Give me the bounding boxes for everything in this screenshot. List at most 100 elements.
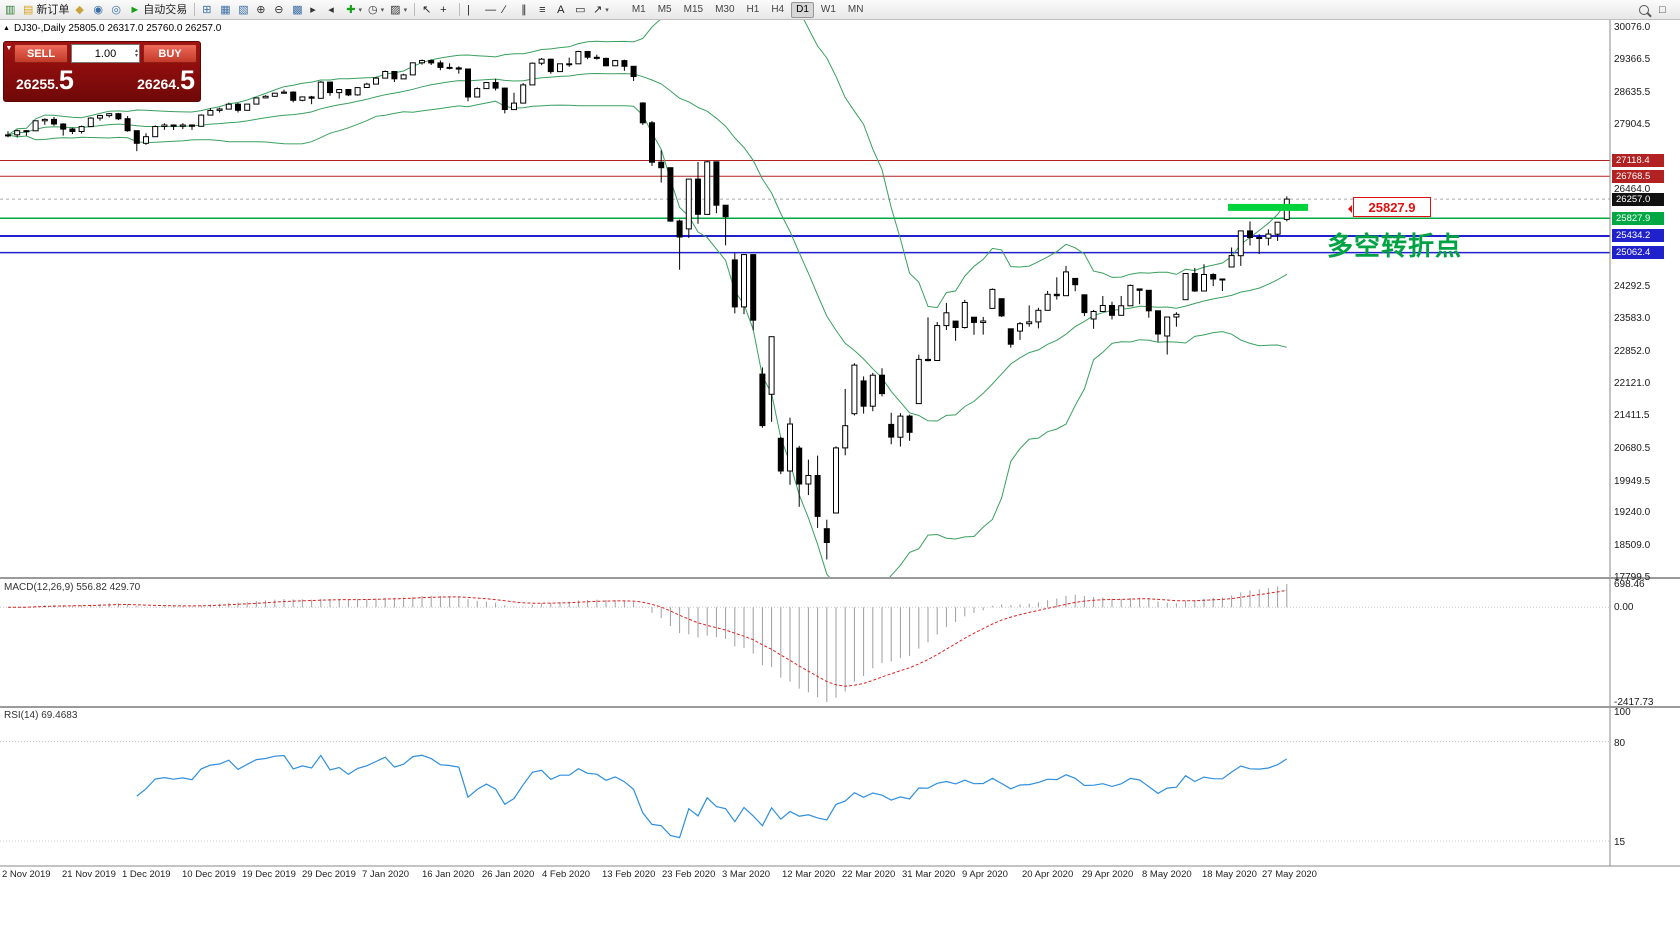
- candle-body: [593, 56, 600, 59]
- main-pane: [0, 20, 1610, 578]
- candlestick-chart-icon[interactable]: ▥: [2, 1, 20, 19]
- volume-input[interactable]: 1.00 ▴ ▾: [71, 44, 140, 63]
- candle-body: [1136, 288, 1143, 291]
- timeframe-m30-button[interactable]: M30: [710, 2, 739, 18]
- price-tick-label: 18509.0: [1614, 540, 1651, 551]
- chart-title-text: DJ30-,Daily 25805.0 26317.0 25760.0 2625…: [13, 23, 222, 34]
- timeframe-toolbar: M1 M5 M15 M30 H1 H4 D1 W1 MN: [626, 1, 870, 19]
- candle-body: [796, 447, 803, 485]
- timeframe-h1-button[interactable]: H1: [742, 2, 765, 18]
- pivot-highlight-segment[interactable]: [1228, 203, 1308, 211]
- time-axis-label: 9 Apr 2020: [962, 869, 1008, 880]
- candle-body: [961, 302, 968, 328]
- timeframe-d1-button[interactable]: D1: [791, 1, 814, 18]
- rsi-label: RSI(14) 69.4683: [4, 710, 78, 721]
- collapse-panel-icon[interactable]: ▼: [5, 45, 13, 52]
- dropdown-caret-icon: ▾: [380, 6, 385, 14]
- candle-body: [253, 97, 260, 105]
- candle-body: [244, 103, 251, 111]
- periods-icon[interactable]: ◷ ▾: [365, 1, 387, 19]
- macd-axis-label: -2417.73: [1614, 697, 1654, 708]
- trendline-icon[interactable]: ∕: [500, 1, 518, 19]
- price-tick-label: 27904.5: [1614, 119, 1651, 130]
- candle-body: [87, 117, 94, 128]
- toolbar-right-group: □: [1636, 1, 1678, 19]
- tile-windows-icon[interactable]: ▦: [217, 1, 235, 19]
- timeframe-mn-button[interactable]: MN: [843, 2, 869, 18]
- candle-body: [529, 62, 536, 86]
- dropdown-caret-icon: ▾: [358, 6, 363, 14]
- new-order-button[interactable]: ▤ 新订单: [20, 1, 72, 19]
- candle-body: [915, 358, 922, 405]
- time-axis-label: 13 Feb 2020: [602, 869, 656, 880]
- auto-scroll-icon[interactable]: ▸: [307, 1, 325, 19]
- auto-scroll-icon: ▸: [310, 3, 316, 16]
- dropdown-caret-icon: ▾: [403, 6, 408, 14]
- candle-body: [1274, 221, 1281, 235]
- candle-body: [511, 102, 517, 111]
- candle-body: [713, 161, 720, 206]
- price-tick-label: 24292.5: [1614, 281, 1651, 292]
- candle-body: [1155, 310, 1161, 335]
- candle-body: [750, 254, 757, 321]
- data-window-icon[interactable]: □: [1656, 1, 1674, 19]
- fibonacci-icon[interactable]: ≡: [536, 1, 554, 19]
- time-axis-label: 23 Feb 2020: [662, 869, 716, 880]
- buy-button[interactable]: BUY: [143, 44, 197, 63]
- sell-button[interactable]: SELL: [14, 44, 68, 63]
- tile-grid-icon[interactable]: ▩: [289, 1, 307, 19]
- equidistant-channel-icon[interactable]: ∥: [518, 1, 536, 19]
- search-symbol-icon[interactable]: [1636, 1, 1654, 19]
- price-tick-label: 30076.0: [1614, 22, 1651, 33]
- rsi-line: [136, 754, 1288, 839]
- macd-label: MACD(12,26,9) 556.82 429.70: [4, 582, 141, 593]
- candle-body: [69, 128, 76, 132]
- new-chart-icon: ⊞: [202, 3, 212, 16]
- arrows-icon[interactable]: ↗ ▾: [590, 1, 612, 19]
- zoom-out-icon[interactable]: ⊖: [271, 1, 289, 19]
- cursor-icon[interactable]: ↖: [419, 1, 437, 19]
- text-icon[interactable]: A: [554, 1, 572, 19]
- candle-body: [106, 113, 113, 117]
- candle-body: [1201, 274, 1207, 292]
- market-watch-icon[interactable]: ◉: [90, 1, 108, 19]
- templates-icon[interactable]: ▨ ▾: [387, 1, 410, 19]
- candle-body: [925, 358, 931, 362]
- horizontal-line-icon[interactable]: ―: [482, 1, 500, 19]
- candle-body: [133, 130, 140, 144]
- volume-spinner-icon[interactable]: ▴ ▾: [134, 47, 138, 59]
- candle-body: [869, 374, 876, 407]
- time-axis-label: 10 Dec 2019: [182, 869, 236, 880]
- timeframe-w1-button[interactable]: W1: [816, 2, 841, 18]
- text-label-icon[interactable]: ▭: [572, 1, 590, 19]
- buy-price: 26264.5: [137, 65, 195, 95]
- autotrading-label: 自动交易: [143, 3, 188, 16]
- crosshair-icon[interactable]: +: [437, 1, 455, 19]
- new-chart-icon[interactable]: ⊞: [199, 1, 217, 19]
- vertical-line-icon[interactable]: |: [464, 1, 482, 19]
- zoom-in-icon[interactable]: ⊕: [253, 1, 271, 19]
- candle-body: [1109, 305, 1115, 316]
- expert-advisors-icon[interactable]: ◆: [72, 1, 90, 19]
- timeframe-m5-button[interactable]: M5: [653, 2, 677, 18]
- time-axis-label: 2 Nov 2019: [2, 869, 51, 880]
- periods-icon: ◷: [368, 3, 378, 16]
- navigator-icon[interactable]: ◎: [108, 1, 126, 19]
- candle-body: [391, 71, 398, 80]
- tile-grid-icon: ▩: [292, 3, 303, 16]
- candle-body: [768, 336, 775, 395]
- cascade-windows-icon[interactable]: ▧: [235, 1, 253, 19]
- pivot-annotation-text[interactable]: 多空转折点: [1327, 231, 1463, 261]
- autotrading-button[interactable]: ► 自动交易: [126, 1, 190, 19]
- pivot-price-label[interactable]: 25827.9: [1348, 197, 1431, 217]
- candle-body: [630, 65, 637, 78]
- navigator-icon: ◎: [111, 3, 122, 16]
- chart-shift-icon[interactable]: ◂: [325, 1, 343, 19]
- timeframe-h4-button[interactable]: H4: [766, 2, 789, 18]
- time-axis-label: 29 Dec 2019: [302, 869, 356, 880]
- indicators-icon[interactable]: ✚ ▾: [343, 1, 365, 19]
- timeframe-m1-button[interactable]: M1: [627, 2, 651, 18]
- candle-body: [5, 134, 11, 137]
- timeframe-m15-button[interactable]: M15: [679, 2, 708, 18]
